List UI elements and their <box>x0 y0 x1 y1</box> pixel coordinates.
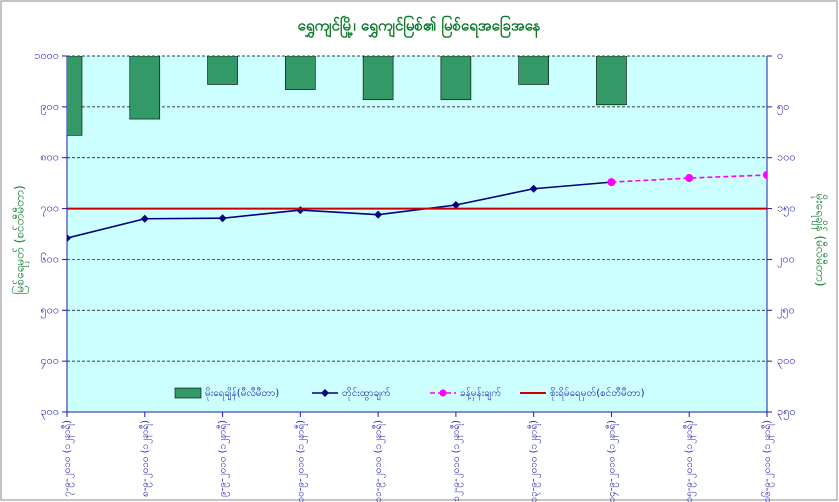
x-tick-label: ၇-၉-၂၀၁၀ (၁၂နာရီ) <box>60 420 75 497</box>
x-tick-label: ၁၀-၉-၂၀၁၀ (၁၂နာရီ) <box>293 420 308 502</box>
legend-label: မိုးရေချိန်(မီလီမီတာ) <box>205 386 279 401</box>
y-tick-label: ၅၀၀ <box>40 303 59 318</box>
forecast-marker <box>607 178 616 187</box>
legend: မိုးရေချိန်(မီလီမီတာ) တိုင်းထွာချက် ခန့်မှ… <box>174 386 645 401</box>
x-tick-label: ၈-၉-၂၀၁၀ (၁၂နာရီ) <box>138 420 153 497</box>
y2-tick-label: ၃၀၀ <box>777 354 796 369</box>
rain-bar <box>518 56 549 85</box>
legend-swatch <box>174 387 202 399</box>
rain-bar <box>67 56 83 136</box>
line-marker <box>529 184 538 193</box>
x-tick-label: ၁၂-၉-၂၀၁၀ (၁၂နာရီ) <box>449 420 464 502</box>
line-marker <box>67 234 71 243</box>
y-tick-label: ၄၀၀ <box>40 354 59 369</box>
plot-area <box>67 56 767 412</box>
forecast-marker <box>763 171 767 180</box>
rain-bar <box>129 56 161 120</box>
series-line <box>611 174 767 183</box>
x-tick-label: ၁၄-၉-၂၀၁၀ (၁၂နာရီ) <box>604 420 619 502</box>
y-tick-label: ၃၀၀ <box>40 405 59 420</box>
x-tick-label: ၁၆-၉-၂၀၁၀ (၁၂နာရီ) <box>760 420 775 502</box>
rain-bar <box>207 56 238 85</box>
rain-bar <box>362 56 394 101</box>
line-marker <box>374 210 383 219</box>
x-tick-label: ၁၅-၉-၂၀၁၀ (၁၂နာရီ) <box>682 420 697 502</box>
y2-tick-label: ၂၀၀ <box>777 252 795 267</box>
y-axis-title: မြစ်ရေမှတ် (စင်တီမီတာ) <box>11 185 30 294</box>
legend-label: ခန့်မှန်းချက် <box>460 386 501 401</box>
y-tick-label: ၉၀၀ <box>40 100 59 115</box>
y2-tick-label: ၀ <box>777 49 783 62</box>
plot-content <box>67 56 767 243</box>
rain-bar <box>285 56 316 90</box>
x-tick-label: ၁၃-၉-၂၀၁၀ (၁၂နာရီ) <box>527 420 542 502</box>
series-line <box>67 181 612 239</box>
x-tick-label: ၁၁-၉-၂၀၁၀ (၁၂နာရီ) <box>371 420 386 502</box>
forecast-marker <box>685 174 694 183</box>
rain-bar <box>596 56 627 106</box>
y2-axis-title: မိုးရေချိန် (မီလီမီတာ) <box>811 194 829 287</box>
legend-marker <box>321 389 329 397</box>
y2-tick-label: ၃၅၀ <box>777 405 796 420</box>
y-tick-label: ၁၀၀၀ <box>34 49 59 62</box>
line-marker <box>451 201 460 210</box>
legend-label: တိုင်းထွာချက် <box>342 386 391 401</box>
y2-tick-label: ၅၀ <box>777 100 789 115</box>
legend-marker <box>439 389 447 397</box>
y-tick-label: ၈၀၀ <box>40 151 59 164</box>
legend-label: စိုးရိမ်ရေမှတ်(စင်တီမီတာ) <box>550 386 645 401</box>
y2-tick-label: ၁၀၀ <box>777 151 796 164</box>
line-marker <box>218 214 227 223</box>
line-marker <box>140 214 149 223</box>
rain-bar <box>440 56 472 101</box>
y-tick-label: ၇၀၀ <box>40 202 59 217</box>
y2-tick-label: ၁၅၀ <box>777 202 796 217</box>
x-tick-label: ၉-၉-၂၀၁၀ (၁၂နာရီ) <box>216 420 231 497</box>
y-tick-label: ၆၀၀ <box>40 252 59 265</box>
y2-tick-label: ၂၅၀ <box>777 303 795 318</box>
